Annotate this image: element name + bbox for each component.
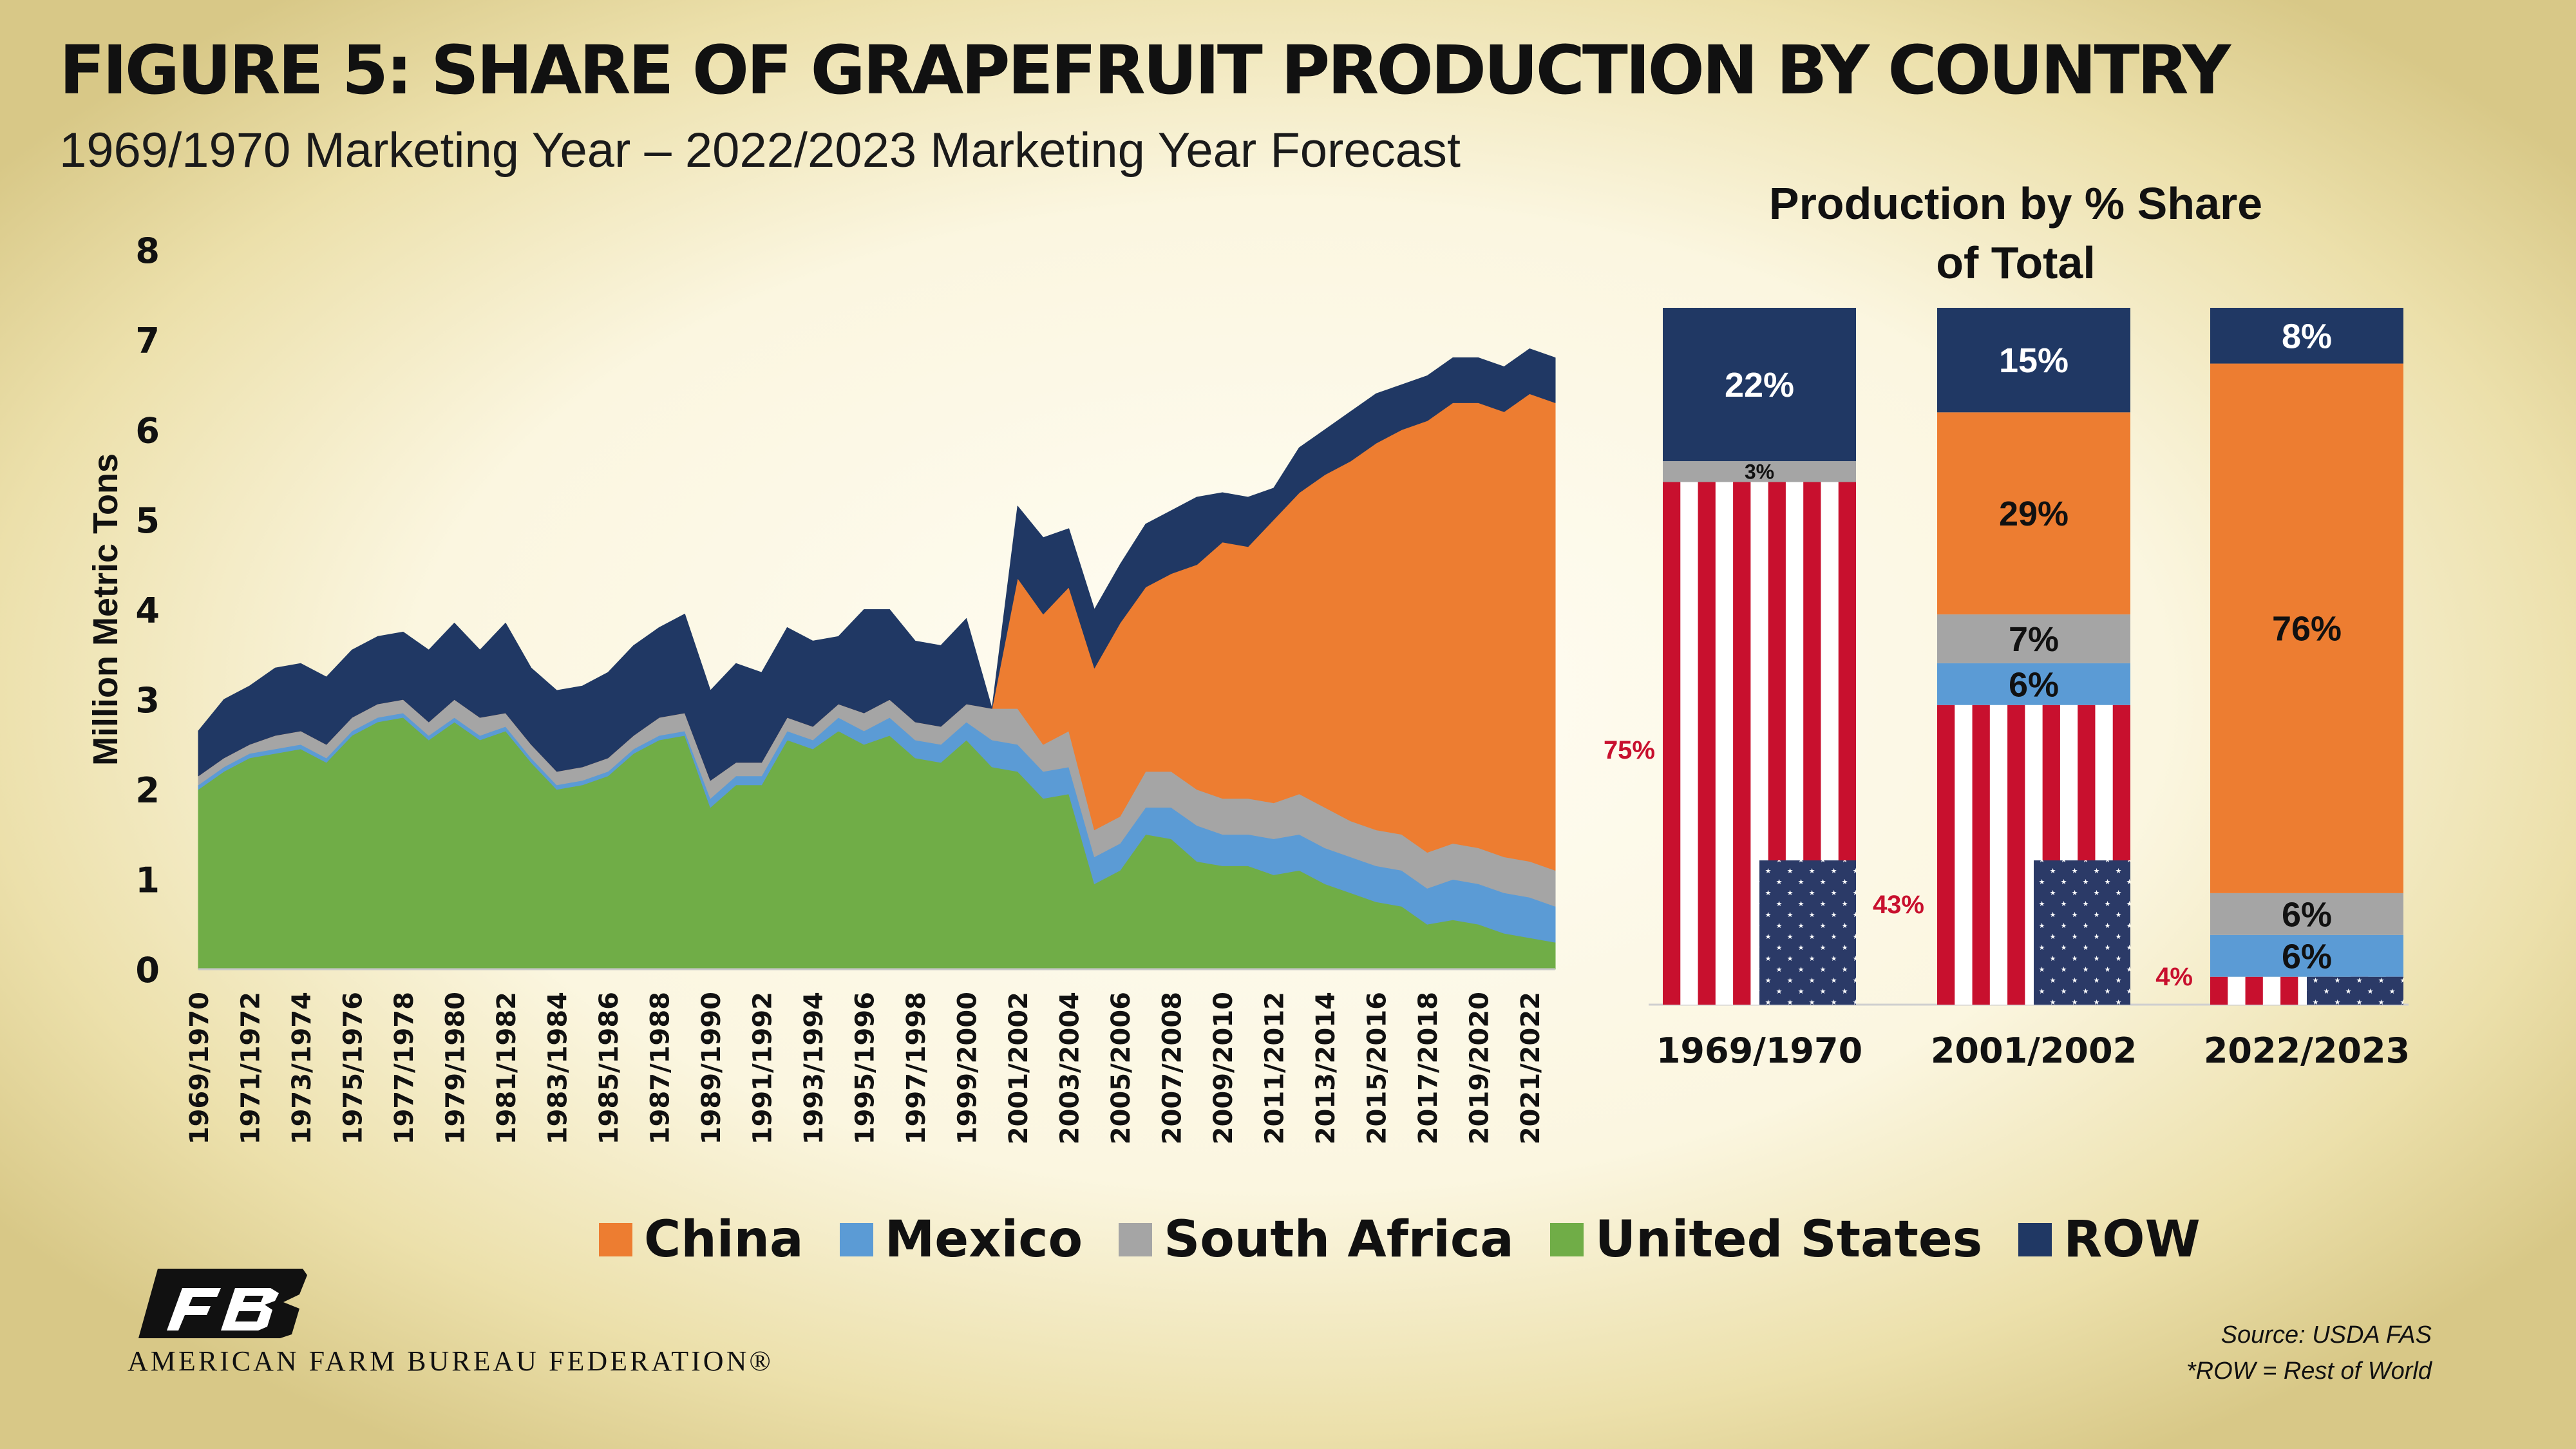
x-tick-label: 1969/1970: [185, 992, 214, 1144]
x-tick-label: 1999/2000: [953, 992, 983, 1144]
legend-label-row: ROW: [2063, 1211, 2201, 1269]
x-tick-label: 1987/1988: [646, 992, 676, 1144]
x-tick-label: 2013/2014: [1311, 992, 1341, 1144]
x-tick-label: 2019/2020: [1465, 992, 1495, 1144]
legend-label-united-states: United States: [1595, 1211, 1983, 1269]
us-flag-canton: [2307, 976, 2403, 1005]
share-category-label: 1969/1970: [1656, 1030, 1862, 1071]
x-tick-label: 2021/2022: [1516, 992, 1546, 1144]
area-series-row: [198, 348, 1556, 781]
x-tick-label: 1981/1982: [492, 992, 522, 1144]
legend-item-china: China: [599, 1211, 804, 1269]
share-category-label: 2001/2002: [1931, 1030, 2137, 1071]
segment-china: [2210, 363, 2403, 893]
y-tick-label-7: 7: [135, 321, 160, 361]
y-tick-label-4: 4: [135, 591, 160, 631]
chart-title: FIGURE 5: SHARE OF GRAPEFRUIT PRODUCTION…: [59, 31, 2231, 109]
y-tick-label-2: 2: [135, 770, 160, 811]
y-tick-label-0: 0: [135, 950, 160, 990]
share-category-label: 2022/2023: [2204, 1030, 2410, 1071]
legend-swatch-south-africa: [1119, 1223, 1153, 1256]
x-tick-label: 2003/2004: [1056, 992, 1085, 1144]
share-label-south-africa: 7%: [2009, 620, 2059, 659]
x-tick-label: 1979/1980: [441, 992, 471, 1144]
share-bar-1969-1970: 75% 3% 22%: [1604, 308, 1856, 1005]
chart-subtitle: 1969/1970 Marketing Year – 2022/2023 Mar…: [59, 123, 1461, 178]
x-tick-label: 2017/2018: [1414, 992, 1443, 1144]
y-tick-label-5: 5: [135, 500, 160, 541]
x-tick-label: 2011/2012: [1260, 992, 1290, 1144]
legend: China Mexico South Africa United States …: [599, 1211, 2237, 1269]
legend-item-south-africa: South Africa: [1119, 1211, 1514, 1269]
row-footnote: *ROW = Rest of World: [2186, 1358, 2432, 1385]
x-tick-label: 2009/2010: [1209, 992, 1238, 1144]
legend-swatch-china: [599, 1223, 632, 1256]
segment-china: [1937, 412, 2130, 615]
legend-label-mexico: Mexico: [884, 1211, 1083, 1269]
share-label-row: 8%: [2282, 317, 2332, 355]
segment-mexico: [1937, 663, 2130, 705]
share-label-china: 76%: [2272, 610, 2342, 649]
share-label-south-africa: 3%: [1745, 460, 1774, 483]
us-flag-canton: [2034, 860, 2130, 1005]
x-tick-label: 1977/1978: [390, 992, 419, 1144]
segment-row: [1937, 308, 2130, 413]
segment-row: [2210, 308, 2403, 364]
segment-south-africa: [2210, 893, 2403, 935]
x-tick-label: 1973/1974: [287, 992, 317, 1144]
x-tick-label: 2015/2016: [1363, 992, 1392, 1144]
legend-swatch-row: [2018, 1223, 2052, 1256]
share-label-row: 15%: [1999, 341, 2069, 380]
source-note: Source: USDA FAS: [2221, 1321, 2432, 1349]
x-tick-label: 1983/1984: [544, 992, 573, 1144]
organization-name: AMERICAN FARM BUREAU FEDERATION®: [128, 1345, 773, 1377]
share-label-mexico: 6%: [2282, 937, 2332, 976]
us-flag-segment: [1663, 482, 1856, 1005]
x-tick-label: 1991/1992: [748, 992, 778, 1144]
share-label-south-africa: 6%: [2282, 895, 2332, 934]
share-bar-2001-2002: 43% 6% 7% 29% 15%: [1873, 308, 2130, 1005]
x-tick-label: 1975/1976: [339, 992, 368, 1144]
y-tick-label-1: 1: [135, 860, 160, 900]
us-flag-segment: [1937, 705, 2130, 1005]
legend-swatch-mexico: [839, 1223, 873, 1256]
us-flag-canton: [1759, 860, 1856, 1005]
segment-row: [1663, 308, 1856, 462]
x-tick-label: 2001/2002: [1004, 992, 1034, 1144]
x-tick-label: 2007/2008: [1158, 992, 1188, 1144]
share-label-united-states: 43%: [1873, 891, 1924, 919]
x-tick-label: 1997/1998: [902, 992, 931, 1144]
share-label-united-states: 4%: [2155, 963, 2193, 991]
share-label-row: 22%: [1725, 366, 1794, 404]
y-axis-label: Million Metric Tons: [86, 453, 125, 766]
x-tick-label: 1995/1996: [851, 992, 880, 1144]
x-tick-label: 1985/1986: [594, 992, 624, 1144]
x-tick-label: 1971/1972: [236, 992, 266, 1144]
share-chart-title-line: Production by % Share: [1769, 178, 2262, 229]
legend-item-mexico: Mexico: [839, 1211, 1083, 1269]
share-label-mexico: 6%: [2009, 665, 2059, 704]
segment-mexico: [2210, 934, 2403, 977]
x-tick-label: 2005/2006: [1106, 992, 1136, 1144]
legend-item-row: ROW: [2018, 1211, 2201, 1269]
share-label-united-states: 75%: [1604, 736, 1655, 764]
y-tick-label-8: 8: [135, 231, 160, 271]
share-bar-2022-2023: 4% 6%6% 76% 8%: [2155, 308, 2403, 1005]
legend-label-south-africa: South Africa: [1164, 1211, 1514, 1269]
stacked-area-chart: 0 1 2 3 4 5 6 7 8 Million Metric Tons 1969/1970 197…: [86, 231, 1556, 1144]
legend-item-united-states: United States: [1549, 1211, 1983, 1269]
legend-label-china: China: [644, 1211, 804, 1269]
share-label-china: 29%: [1999, 495, 2069, 533]
legend-swatch-united-states: [1549, 1223, 1584, 1256]
y-tick-label-6: 6: [135, 410, 160, 451]
y-tick-label-3: 3: [135, 680, 160, 721]
x-tick-label: 1989/1990: [697, 992, 726, 1144]
x-tick-label: 1993/1994: [799, 992, 829, 1144]
us-flag-segment: [2210, 976, 2403, 1005]
farm-bureau-logo-icon: [138, 1269, 307, 1338]
share-chart-title-line: of Total: [1936, 238, 2096, 288]
segment-south-africa: [1663, 461, 1856, 482]
segment-south-africa: [1937, 614, 2130, 663]
